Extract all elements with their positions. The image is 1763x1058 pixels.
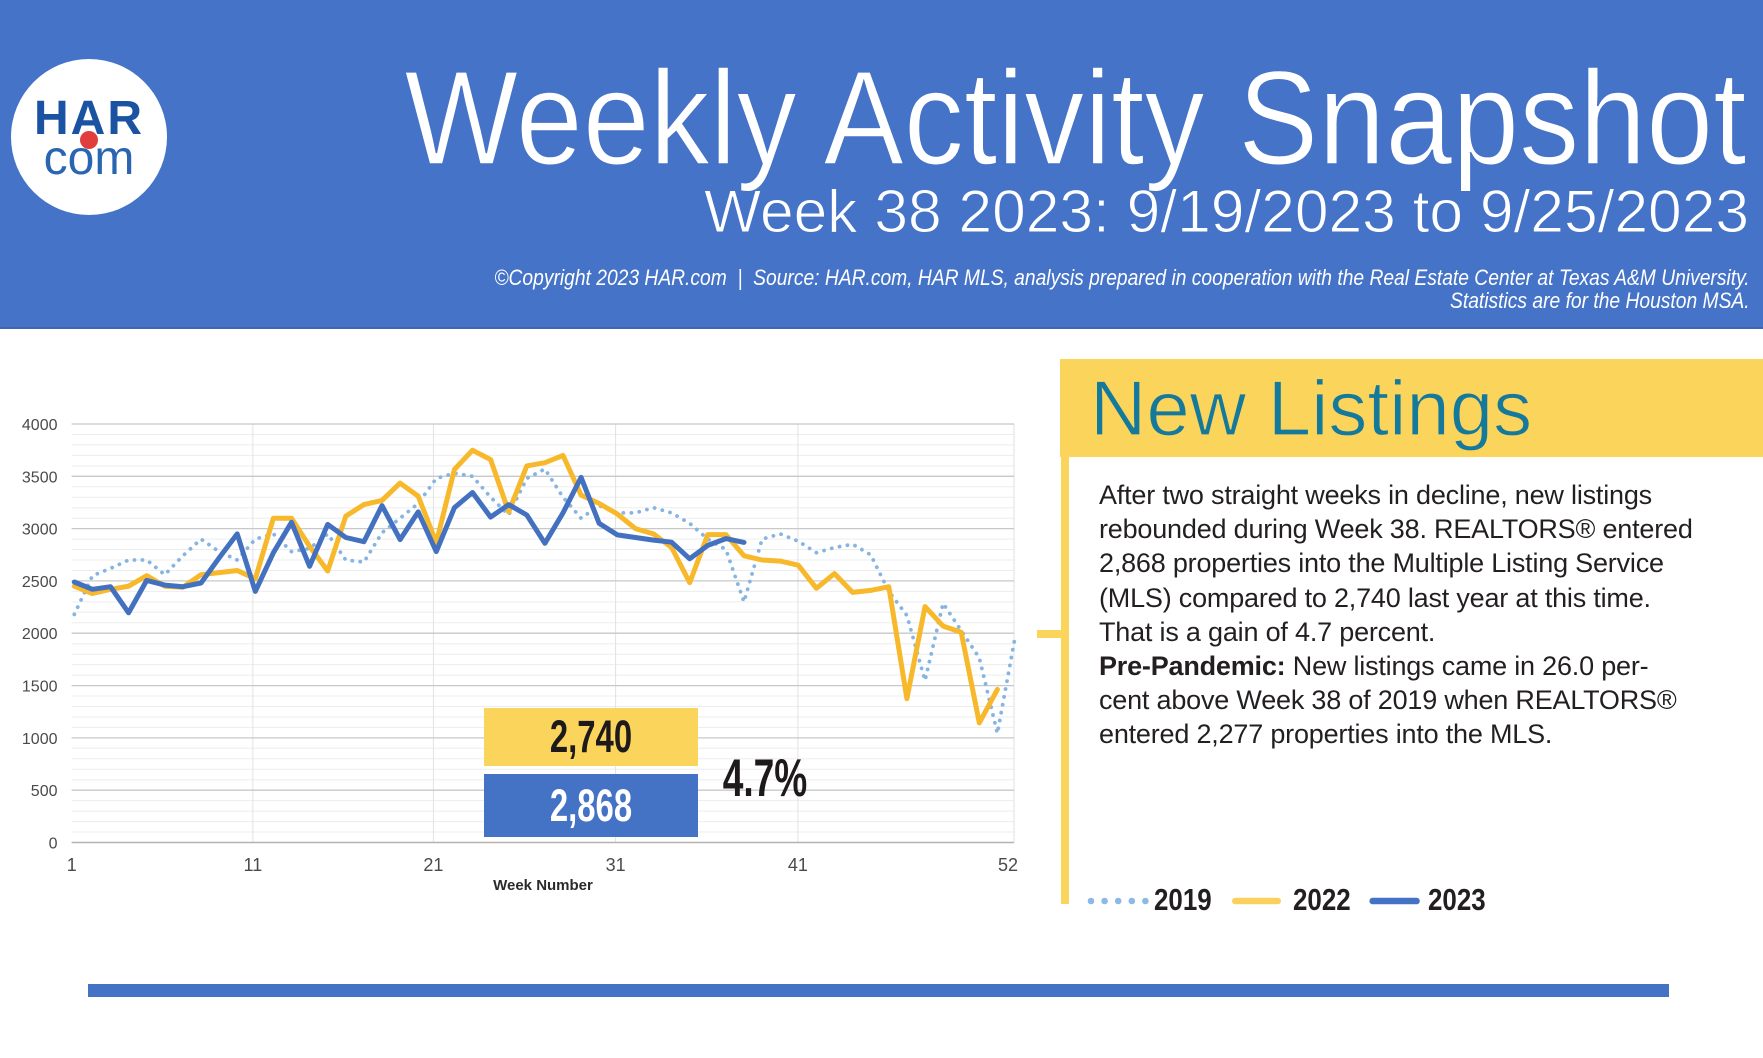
svg-text:2000: 2000 (22, 626, 58, 643)
svg-text:31: 31 (606, 855, 626, 875)
svg-text:2500: 2500 (22, 574, 58, 591)
svg-text:3000: 3000 (22, 522, 58, 539)
svg-text:Week Number: Week Number (493, 877, 593, 894)
svg-text:52: 52 (998, 855, 1018, 875)
svg-text:1000: 1000 (22, 731, 58, 748)
svg-text:500: 500 (31, 783, 58, 800)
svg-text:0: 0 (49, 836, 58, 853)
svg-text:1: 1 (67, 855, 77, 875)
svg-text:4000: 4000 (22, 417, 58, 434)
svg-text:3500: 3500 (22, 469, 58, 486)
svg-text:21: 21 (423, 855, 443, 875)
svg-text:1500: 1500 (22, 679, 58, 696)
svg-text:41: 41 (788, 855, 808, 875)
svg-text:11: 11 (244, 855, 263, 875)
